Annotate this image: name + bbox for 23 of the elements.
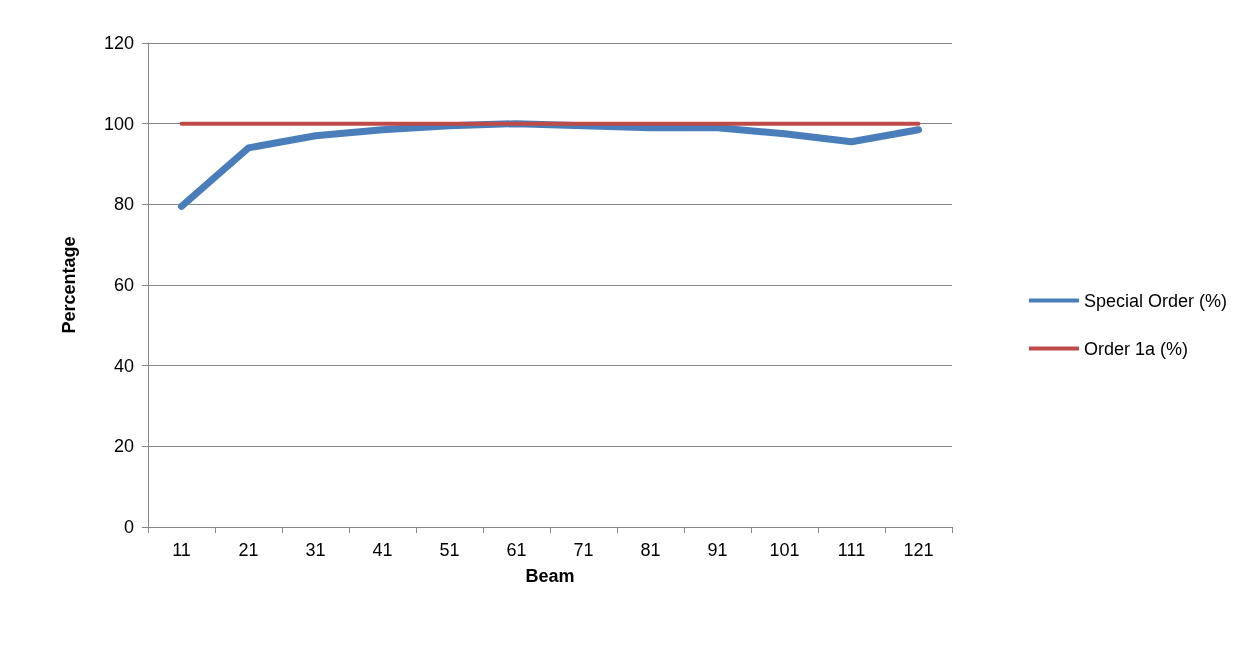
x-tick-label: 101 — [769, 540, 800, 560]
y-tick-label: 80 — [113, 194, 134, 215]
y-axis-title: Percentage — [59, 236, 79, 334]
legend-label: Order 1a (%) — [1083, 338, 1188, 359]
x-axis-title: Beam — [525, 566, 575, 586]
x-tick-label: 91 — [707, 540, 728, 560]
y-tick-label: 0 — [123, 517, 134, 537]
y-tick-label: 20 — [113, 436, 134, 457]
x-tick-label: 31 — [305, 540, 326, 560]
y-tick-label: 120 — [103, 33, 134, 53]
x-tick-label: 121 — [903, 540, 934, 560]
y-tick-label: 100 — [103, 113, 134, 134]
x-tick-label: 61 — [506, 540, 527, 560]
x-tick-label: 51 — [439, 540, 460, 560]
x-tick-label: 71 — [573, 540, 594, 560]
y-tick-label: 40 — [113, 355, 134, 376]
x-tick-label: 11 — [172, 540, 191, 560]
legend-label: Special Order (%) — [1083, 290, 1227, 311]
y-tick-label: 60 — [113, 275, 134, 295]
x-tick-label: 81 — [640, 540, 661, 560]
x-tick-label: 41 — [372, 540, 393, 560]
x-tick-label: 111 — [837, 540, 866, 560]
x-tick-label: 21 — [238, 540, 259, 560]
